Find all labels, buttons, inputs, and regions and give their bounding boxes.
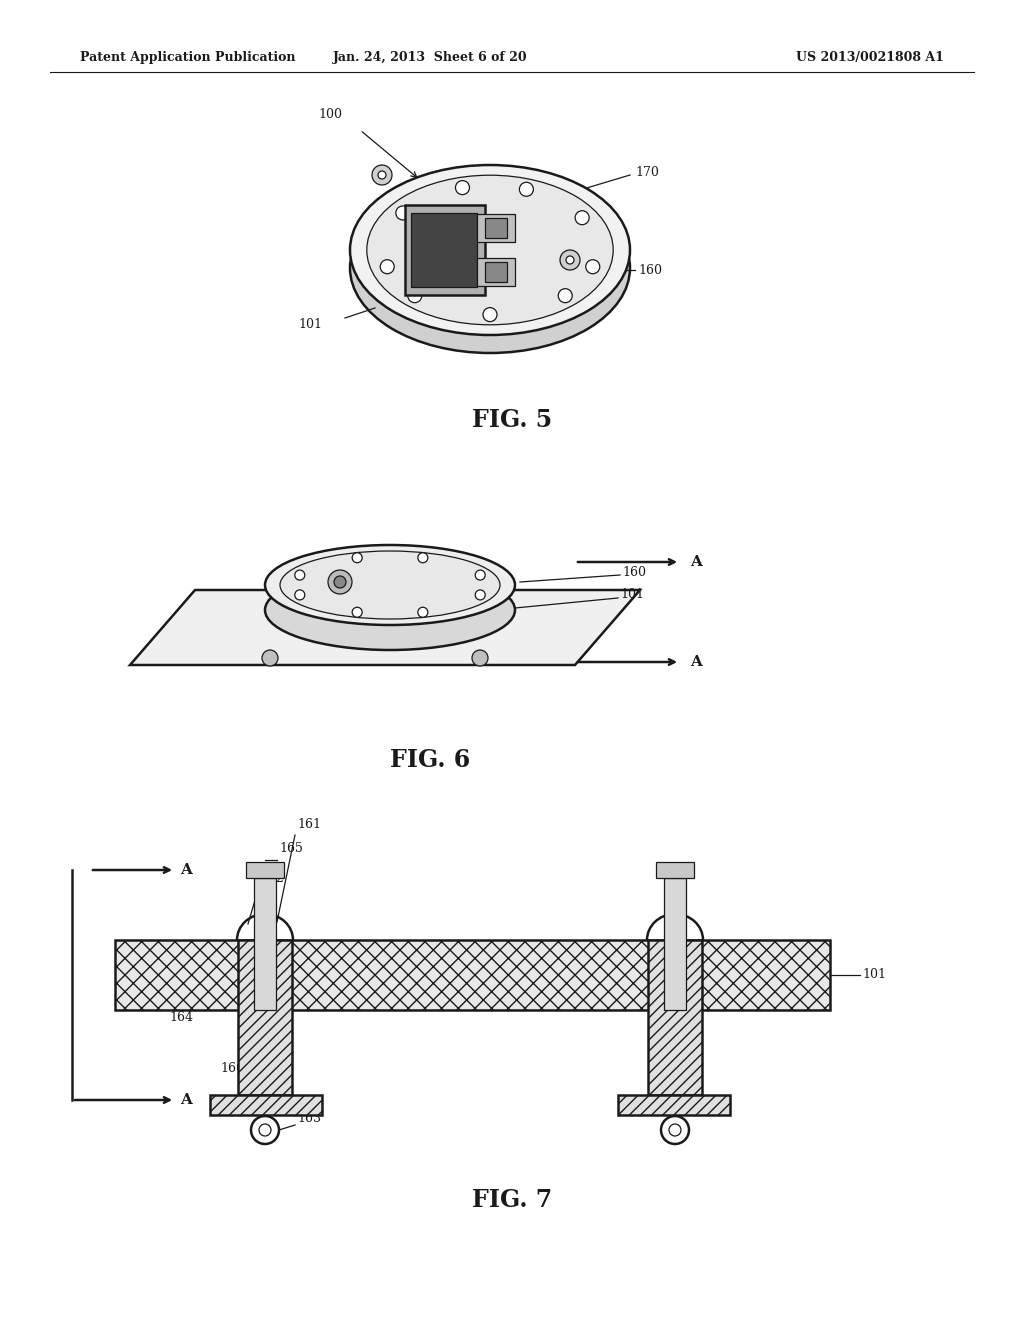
Text: A: A	[690, 655, 701, 669]
Circle shape	[259, 1125, 271, 1137]
Text: Patent Application Publication: Patent Application Publication	[80, 51, 296, 65]
Circle shape	[328, 570, 352, 594]
Circle shape	[566, 256, 574, 264]
Bar	[656, 862, 694, 878]
Bar	[664, 878, 686, 1010]
Bar	[648, 940, 702, 1096]
Bar	[238, 940, 292, 1096]
Circle shape	[396, 206, 410, 220]
Circle shape	[475, 590, 485, 599]
Circle shape	[334, 576, 346, 587]
Circle shape	[352, 553, 362, 562]
Circle shape	[558, 289, 572, 302]
Text: 160: 160	[622, 565, 646, 578]
Text: FIG. 5: FIG. 5	[472, 408, 552, 432]
Circle shape	[669, 1125, 681, 1137]
Circle shape	[380, 260, 394, 273]
Text: A: A	[690, 554, 701, 569]
Circle shape	[475, 570, 485, 579]
Text: 101: 101	[298, 318, 322, 331]
Circle shape	[378, 172, 386, 180]
Ellipse shape	[350, 183, 630, 352]
Ellipse shape	[367, 176, 613, 325]
Ellipse shape	[265, 545, 515, 624]
Circle shape	[560, 249, 580, 271]
Ellipse shape	[280, 550, 500, 619]
Circle shape	[456, 181, 469, 194]
Bar	[210, 1096, 322, 1115]
Circle shape	[418, 553, 428, 562]
Bar	[411, 213, 477, 286]
Bar	[115, 940, 830, 1010]
Text: US 2013/0021808 A1: US 2013/0021808 A1	[796, 51, 944, 65]
Bar	[477, 257, 515, 286]
Text: 165: 165	[279, 842, 303, 855]
Text: Jan. 24, 2013  Sheet 6 of 20: Jan. 24, 2013 Sheet 6 of 20	[333, 51, 527, 65]
Circle shape	[295, 590, 305, 599]
Bar	[477, 214, 515, 242]
Text: FIG. 6: FIG. 6	[390, 748, 470, 772]
Bar	[254, 878, 276, 1010]
Text: 101: 101	[862, 969, 886, 982]
Bar	[618, 1096, 730, 1115]
Polygon shape	[130, 590, 640, 665]
Circle shape	[295, 570, 305, 579]
Bar	[485, 218, 507, 238]
Circle shape	[418, 607, 428, 618]
Circle shape	[519, 182, 534, 197]
Circle shape	[372, 165, 392, 185]
Bar	[246, 862, 284, 878]
Bar	[406, 205, 485, 294]
Ellipse shape	[265, 570, 515, 649]
Text: A: A	[180, 863, 191, 876]
Text: A: A	[180, 1093, 191, 1107]
Ellipse shape	[350, 165, 630, 335]
Text: 164: 164	[169, 1011, 193, 1024]
Circle shape	[662, 1115, 689, 1144]
Circle shape	[586, 260, 600, 273]
Text: 100: 100	[318, 108, 342, 121]
Bar	[485, 261, 507, 282]
Text: 101: 101	[620, 589, 644, 602]
Text: 170: 170	[635, 165, 658, 178]
Circle shape	[251, 1115, 279, 1144]
Circle shape	[352, 607, 362, 618]
Text: 166: 166	[220, 1063, 244, 1074]
Circle shape	[408, 289, 422, 302]
Text: 160: 160	[638, 264, 662, 276]
Circle shape	[472, 649, 488, 667]
Text: 161: 161	[297, 818, 321, 832]
Circle shape	[575, 211, 589, 224]
Text: 162: 162	[260, 873, 284, 884]
Text: FIG. 7: FIG. 7	[472, 1188, 552, 1212]
Text: 163: 163	[297, 1111, 321, 1125]
Circle shape	[262, 649, 278, 667]
Circle shape	[483, 308, 497, 322]
